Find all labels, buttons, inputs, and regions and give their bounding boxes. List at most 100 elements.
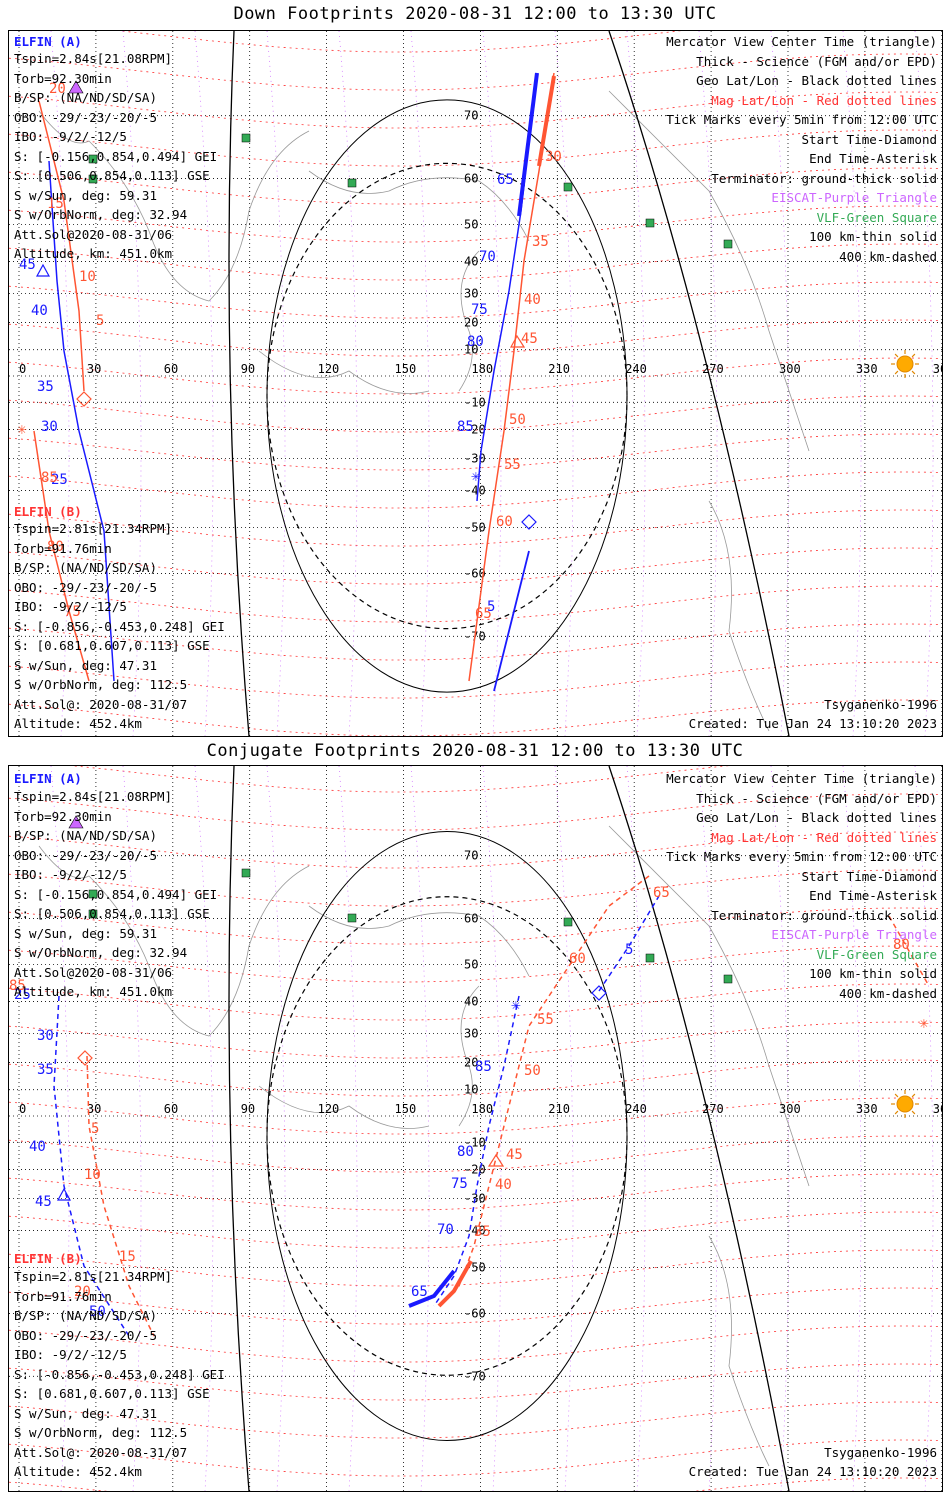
coastline — [38, 845, 310, 1037]
created-label: Created: Tue Jan 24 13:10:20 2023 — [688, 716, 937, 731]
sun-ray — [894, 353, 899, 358]
param-line: OBO: -29/-23/-20/-5 — [14, 1327, 157, 1343]
param-line: S w/OrbNorm, deg: 32.94 — [14, 207, 188, 222]
sun-ray — [911, 353, 916, 358]
lon-tick-label: 60 — [164, 362, 178, 376]
elfin-a-science — [408, 1269, 456, 1308]
param-line: S: [-0.856,-0.453,0.248] GEI — [14, 618, 225, 634]
mag-lon-line — [194, 31, 214, 736]
center-time-triangle — [56, 1187, 72, 1201]
elfin-b-tick-label: 40 — [524, 292, 541, 308]
model-label: Tsyganenko-1996 — [824, 697, 937, 712]
legend-item: VLF-Green Square — [816, 946, 937, 962]
param-line: Torb=91.76min — [14, 540, 112, 556]
elfin-b-tick-label: 80 — [893, 937, 910, 953]
param-line: Torb=91.76min — [14, 1288, 112, 1304]
coastline — [258, 350, 430, 394]
coastline — [258, 1085, 430, 1129]
param-line: Altitude: 452.4km — [14, 716, 142, 731]
elfin-a-header: ELFIN (A) — [14, 34, 82, 49]
legend-item: Mag Lat/Lon - Red dotted lines — [711, 829, 937, 845]
start-time-diamond — [76, 391, 92, 407]
mag-lon-line — [266, 766, 286, 1491]
lon-tick-label: 330 — [856, 1102, 878, 1116]
lon-tick-label: 330 — [856, 362, 878, 376]
legend-item: End Time-Asterisk — [809, 888, 937, 903]
lon-tick-label: 210 — [548, 362, 570, 376]
legend-item: 400 km-dashed — [839, 985, 937, 1001]
eiscat-station — [68, 815, 84, 829]
elfin-b-tick-label: 60 — [569, 951, 586, 967]
elfin-b-track — [468, 72, 555, 682]
lat-tick-label: -10 — [464, 1135, 486, 1149]
elfin-b-tick-label: 10 — [84, 1167, 101, 1183]
elfin-b-tick-label: 35 — [474, 1224, 491, 1240]
lat-tick-label: -20 — [464, 422, 486, 436]
lat-tick-label: -30 — [464, 451, 486, 465]
elfin-b-tick-label: 85 — [9, 978, 26, 994]
elfin-b-tick-label: 60 — [496, 514, 513, 530]
param-line: B/SP: (NA/ND/SD/SA) — [14, 828, 157, 843]
legend-item: Start Time-Diamond — [801, 868, 937, 884]
param-line: OBO: -29/-23/-20/-5 — [14, 109, 157, 125]
param-line: Att.Sol@: 2020-08-31/07 — [14, 696, 188, 712]
elfin-b-header: ELFIN (B) — [14, 1251, 82, 1266]
eiscat-station — [68, 80, 84, 94]
elfin-a-tick-label: 70 — [437, 1222, 454, 1238]
terminator-line — [228, 766, 250, 1491]
legend-item: End Time-Asterisk — [809, 151, 937, 166]
sun-ray — [894, 370, 899, 375]
lat-tick-label: 10 — [464, 1083, 478, 1097]
mag-lon-line — [626, 31, 646, 736]
coastline — [708, 1235, 770, 1467]
param-line: S: [0.506,0.854,0.113] GSE — [14, 906, 210, 921]
elfin-b-tick-label: 15 — [119, 1249, 136, 1265]
mag-lon-line — [770, 31, 790, 736]
model-label: Tsyganenko-1996 — [824, 1445, 937, 1460]
param-line: IBO: -9/2/-12/5 — [14, 129, 127, 144]
legend-item: Tick Marks every 5min from 12:00 UTC — [666, 849, 937, 864]
lat-tick-label: -60 — [464, 567, 486, 581]
param-line: Att.Sol@: 2020-08-31/07 — [14, 1444, 188, 1460]
lon-tick-label: 150 — [395, 1102, 417, 1116]
legend-item: Thick - Science (FGM and/or EPD) — [696, 53, 937, 69]
lon-tick-label: 360 — [933, 1102, 942, 1116]
lat-tick-label: -60 — [464, 1307, 486, 1321]
coastline — [458, 250, 480, 392]
legend-item: 400 km-dashed — [839, 248, 937, 264]
lat-tick-label: -70 — [464, 1369, 486, 1383]
lon-tick-label: 90 — [241, 362, 255, 376]
sun-ray — [911, 1093, 916, 1098]
vlf-station — [88, 909, 98, 919]
start-time-diamond — [77, 1050, 93, 1066]
elfin-a-params: Tspin=2.84s[21.08RPM] Torb=92.30min B/SP: … — [14, 52, 217, 267]
sun-icon — [896, 355, 914, 373]
lon-tick-label: 210 — [548, 1102, 570, 1116]
lon-tick-label: 90 — [241, 1102, 255, 1116]
mag-lon-line — [842, 31, 862, 736]
mag-lon-line — [914, 31, 934, 736]
start-time-diamond — [591, 985, 607, 1001]
mag-lon-line — [50, 31, 70, 736]
param-line: IBO: -9/2/-12/5 — [14, 867, 127, 882]
sun-icon — [896, 1095, 914, 1113]
coastline — [608, 825, 810, 1187]
sun-ray — [894, 1093, 899, 1098]
lat-tick-label: -10 — [464, 395, 486, 409]
elfin-b-track — [438, 875, 650, 1307]
sun-ray — [911, 1110, 916, 1115]
elfin-a-tick-label: 5 — [487, 599, 495, 615]
mag-lon-line — [122, 31, 142, 736]
elfin-b-tick-label: 45 — [506, 1147, 523, 1163]
elfin-b-tick-label: 20 — [74, 1284, 91, 1300]
lon-tick-label: 180 — [471, 1102, 493, 1116]
conjugate-footprints-map: 0 30 60 90 120 150 180 210 240 270 300 330 360 70 60 50… — [8, 765, 943, 1492]
terminator-line — [608, 766, 790, 1491]
coastline — [308, 905, 530, 977]
elfin-a-tick-label: 50 — [89, 1304, 106, 1320]
elfin-a-tick-label: 85 — [475, 1059, 492, 1075]
vlf-station — [88, 154, 98, 164]
legend-item: Terminator: ground-thick solid — [711, 907, 937, 923]
coastline — [708, 500, 770, 732]
mag-lon-line — [626, 766, 646, 1491]
